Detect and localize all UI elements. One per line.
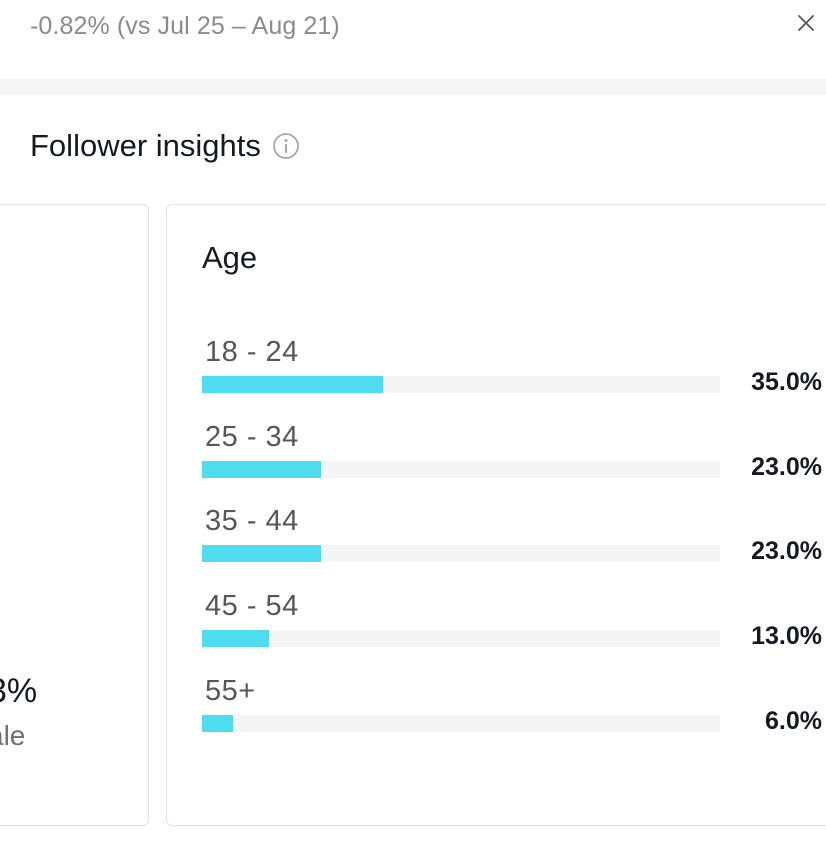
age-bar-fill: [202, 376, 384, 393]
age-bar-track: [202, 715, 720, 732]
age-row-label: 45 - 54: [205, 590, 299, 622]
age-row-percent: 35.0%: [751, 368, 822, 396]
age-row-percent: 23.0%: [751, 537, 822, 565]
section-divider: [0, 78, 826, 95]
info-icon[interactable]: [271, 131, 301, 161]
age-row-label: 55+: [205, 675, 256, 707]
section-title: Follower insights: [30, 128, 261, 163]
age-row-18-24: 18 - 24 35.0%: [202, 336, 826, 406]
age-row-55-plus: 55+ 6.0%: [202, 675, 826, 745]
age-row-35-44: 35 - 44 23.0%: [202, 505, 826, 575]
section-header: Follower insights: [30, 128, 301, 164]
age-bar-track: [202, 376, 720, 393]
age-bar-fill: [202, 545, 322, 562]
age-bar-fill: [202, 630, 270, 647]
gender-percent: 3%: [0, 672, 38, 710]
age-bar-fill: [202, 715, 234, 732]
age-bar-track: [202, 461, 720, 478]
age-card-title: Age: [202, 240, 258, 275]
age-bar-fill: [202, 461, 322, 478]
close-icon[interactable]: [795, 12, 817, 34]
age-row-percent: 23.0%: [751, 453, 822, 481]
age-row-percent: 13.0%: [751, 622, 822, 650]
age-row-label: 18 - 24: [205, 336, 299, 368]
gender-label: ale: [0, 720, 26, 751]
age-row-45-54: 45 - 54 13.0%: [202, 590, 826, 660]
age-row-percent: 6.0%: [765, 707, 822, 735]
age-bar-track: [202, 545, 720, 562]
comparison-delta: -0.82% (vs Jul 25 – Aug 21): [30, 12, 340, 40]
age-bar-track: [202, 630, 720, 647]
age-row-label: 35 - 44: [205, 505, 299, 537]
age-row-25-34: 25 - 34 23.0%: [202, 421, 826, 491]
age-row-label: 25 - 34: [205, 421, 299, 453]
gender-card: [0, 204, 149, 826]
